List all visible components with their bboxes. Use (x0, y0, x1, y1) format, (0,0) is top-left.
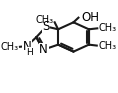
Text: CH₃: CH₃ (0, 42, 19, 52)
Text: CH₃: CH₃ (35, 15, 53, 25)
Text: CH₃: CH₃ (99, 23, 117, 33)
Text: S: S (42, 20, 50, 33)
Text: N: N (23, 40, 31, 53)
Text: N: N (39, 43, 48, 56)
Text: CH₃: CH₃ (98, 41, 116, 51)
Text: H: H (27, 48, 33, 57)
Text: OH: OH (81, 11, 99, 24)
